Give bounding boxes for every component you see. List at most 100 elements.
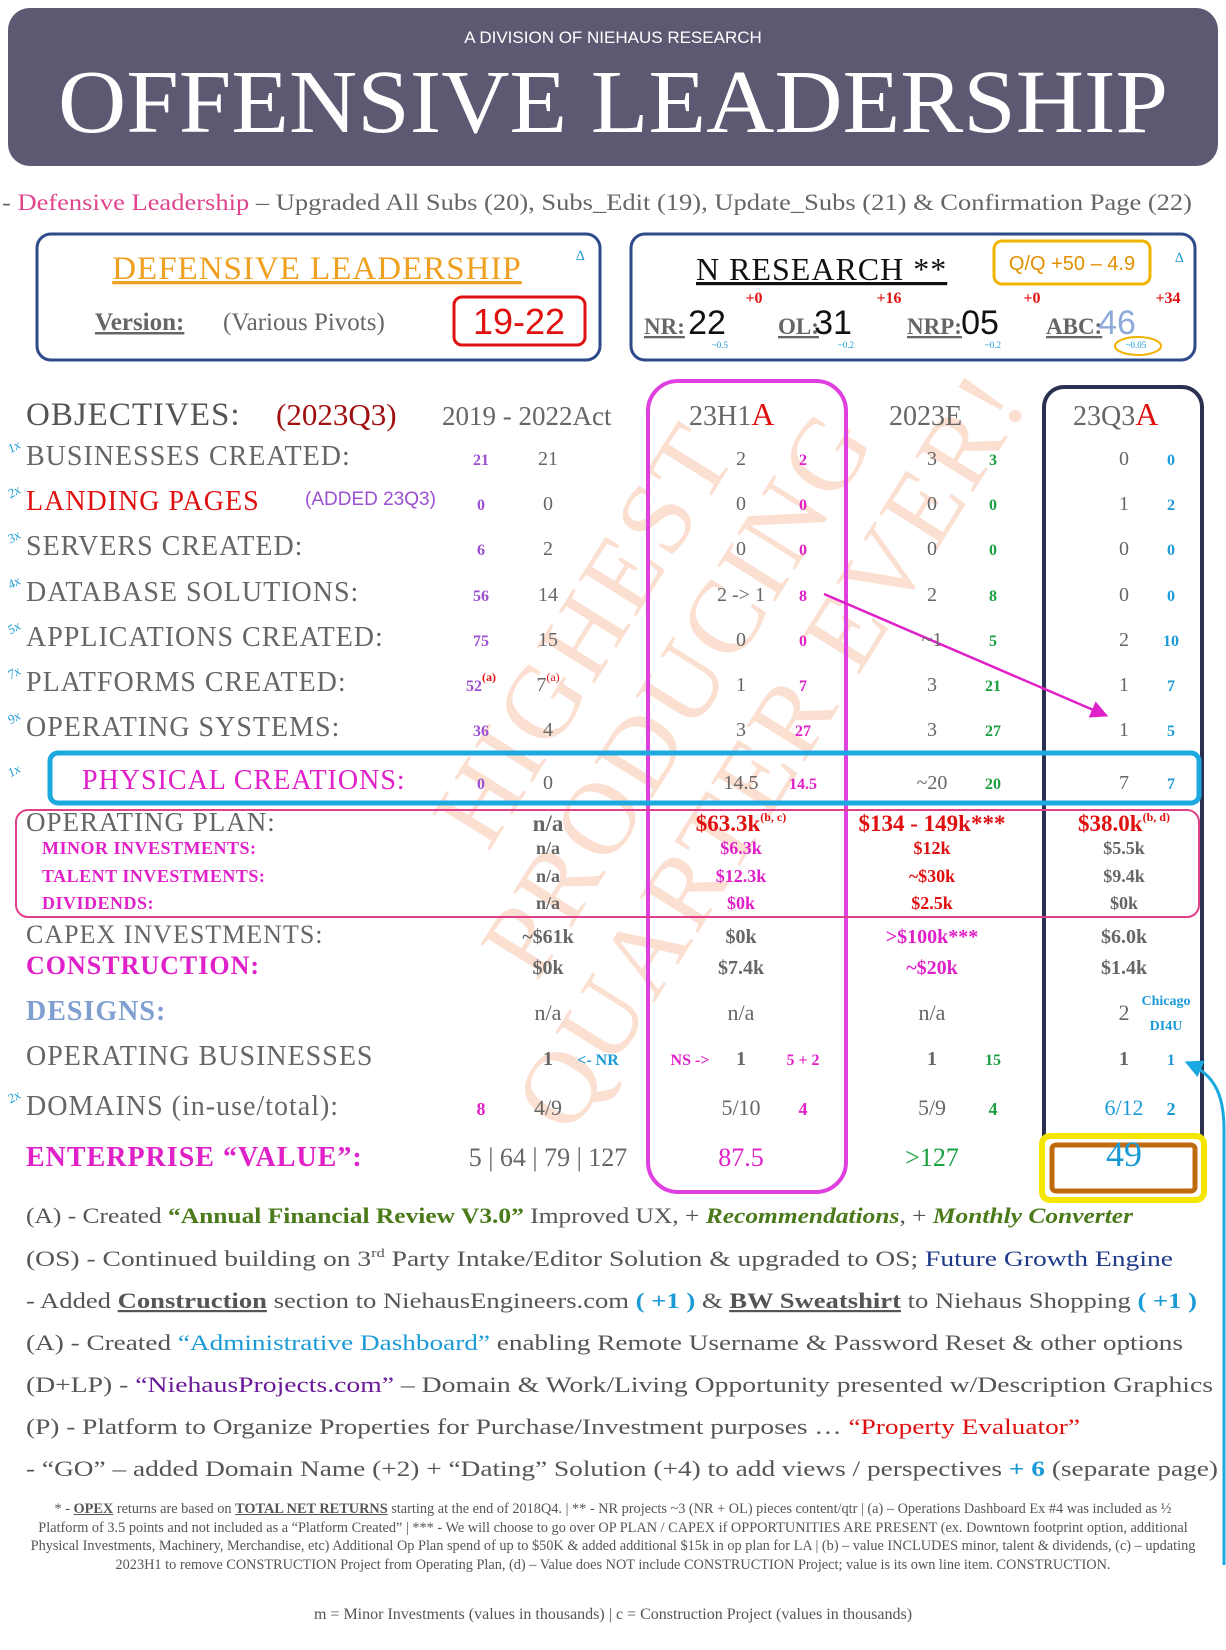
cell-value: ~$20k bbox=[906, 957, 958, 979]
cell-value: 21 bbox=[538, 448, 558, 470]
subtitle-text: – Upgraded All Subs (20), Subs_Edit (19)… bbox=[249, 190, 1192, 215]
metric-sub: ~0.2 bbox=[838, 340, 854, 350]
cell-value: 27 bbox=[795, 723, 811, 740]
research-title: N RESEARCH ** bbox=[696, 251, 947, 287]
cell-text: ~1 bbox=[922, 629, 943, 651]
note-text: “Administrative Dashboard” bbox=[178, 1330, 490, 1355]
cell-text: 10 bbox=[1163, 633, 1179, 650]
cell-text: >127 bbox=[905, 1143, 959, 1172]
cell-text: $9.4k bbox=[1103, 866, 1145, 886]
corner-mark: ∆ bbox=[576, 249, 585, 264]
row-marker: 7x bbox=[5, 663, 23, 682]
cell-text: 14.5 bbox=[789, 776, 817, 793]
cell-value: 6 bbox=[477, 542, 485, 559]
metric-value: 22 bbox=[688, 304, 726, 342]
cell-text: 1 bbox=[736, 1048, 746, 1070]
cell-value: 0 bbox=[543, 772, 553, 794]
metrics: NR: 22 +0 ~0.5 OL:31 +16 ~0.2 NRP: 05 +0 ~0.2 ABC:4… bbox=[644, 290, 1181, 350]
cell-value: $0k bbox=[1110, 893, 1138, 913]
column-flag: A bbox=[1135, 396, 1158, 432]
cell-text: 0 bbox=[1119, 584, 1129, 606]
cell-value: 1 bbox=[1119, 493, 1129, 515]
cell-value: 8 bbox=[799, 588, 807, 605]
row-label: PLATFORMS CREATED: bbox=[26, 667, 347, 698]
metric-value: 46 bbox=[1098, 304, 1136, 342]
plan-frame bbox=[15, 809, 1200, 918]
cell-value: 3 bbox=[736, 719, 746, 741]
cell-value: 0 bbox=[1119, 448, 1129, 470]
cell-value: 21 bbox=[985, 678, 1001, 695]
note-text: , + bbox=[899, 1203, 932, 1228]
cell-value: 14.5 bbox=[789, 776, 817, 793]
cell-text: 0 bbox=[927, 538, 937, 560]
cell-text: 2 bbox=[1119, 629, 1129, 651]
cell-value: 0 bbox=[543, 493, 553, 515]
cell-value: 2 bbox=[799, 452, 807, 469]
cell-value: 1 bbox=[1119, 674, 1129, 696]
cell-value: 36 bbox=[473, 723, 489, 740]
cell-text: n/a bbox=[919, 1000, 946, 1025]
note-text: (OS) - Continued building on 3 bbox=[26, 1246, 371, 1271]
metric-label: NRP: bbox=[907, 314, 962, 339]
metric-delta: +16 bbox=[876, 290, 901, 307]
cell-text: 14 bbox=[538, 584, 558, 606]
note-text: enabling Remote Username & Password Rese… bbox=[490, 1330, 1183, 1355]
cell-text: 0 bbox=[989, 497, 997, 514]
cell-text: $6.3k bbox=[720, 838, 762, 858]
cell-value: 15 bbox=[538, 629, 558, 651]
cell-text: 21 bbox=[985, 678, 1001, 695]
cell-text: 0 bbox=[477, 776, 485, 793]
cell-value: ~1 bbox=[922, 629, 943, 651]
cell-text: 1 bbox=[736, 674, 746, 696]
note-text: Monthly Converter bbox=[932, 1203, 1134, 1228]
cell-text: 1 bbox=[1119, 1048, 1129, 1070]
notes: (A) - Created “Annual Financial Review V… bbox=[26, 1203, 1218, 1481]
cell-sup: (a) bbox=[546, 670, 559, 684]
defensive-title: DEFENSIVE LEADERSHIP bbox=[112, 251, 522, 287]
row-marker: 1x bbox=[5, 437, 23, 456]
cell-text: 36 bbox=[473, 723, 489, 740]
cell-value: 7 bbox=[1167, 678, 1175, 695]
cell-text: 2 bbox=[736, 448, 746, 470]
cell-text: NS -> bbox=[671, 1052, 710, 1069]
note-line: (D+LP) - “NiehausProjects.com” – Domain … bbox=[26, 1372, 1213, 1397]
note-text: ( +1 ) bbox=[1137, 1288, 1197, 1313]
cell-value: 0 bbox=[1167, 542, 1175, 559]
cell-value: 21 bbox=[473, 452, 489, 469]
division: A DIVISION OF NIEHAUS RESEARCH bbox=[464, 28, 762, 47]
row-label: LANDING PAGES bbox=[26, 486, 260, 517]
note-text: Construction bbox=[118, 1288, 267, 1313]
cell-text: n/a bbox=[533, 811, 564, 836]
note-text: ( +1 ) bbox=[636, 1288, 696, 1313]
footnote-text: starting at the end of 2018Q4. | ** - NR… bbox=[30, 1501, 1196, 1573]
cell-text: 2 bbox=[1167, 1099, 1176, 1119]
cell-value: 5 | 64 | 79 | 127 bbox=[469, 1143, 628, 1172]
row-label: CAPEX INVESTMENTS: bbox=[26, 920, 324, 949]
row-label: DATABASE SOLUTIONS: bbox=[26, 577, 359, 608]
cell-value: 0 bbox=[1119, 538, 1129, 560]
cell-value: 0 bbox=[927, 538, 937, 560]
cell-value: n/a bbox=[536, 866, 560, 886]
table-header: OBJECTIVES: (2023Q3) 2019 - 2022Act 23H1… bbox=[26, 396, 1158, 433]
cell-text: 87.5 bbox=[718, 1143, 764, 1172]
cell-text: 1 bbox=[1167, 1052, 1175, 1069]
note-text: - Added bbox=[26, 1288, 118, 1313]
cell-value: 56 bbox=[473, 588, 489, 605]
metric-label: OL: bbox=[778, 314, 819, 339]
cell-text: 7 bbox=[1167, 776, 1175, 793]
cell-text: 2 bbox=[543, 538, 553, 560]
cell-text: 14.5 bbox=[724, 772, 759, 794]
cell-value: 1 bbox=[927, 1048, 937, 1070]
cell-text: 3 bbox=[736, 719, 746, 741]
row-label: ENTERPRISE “VALUE”: bbox=[26, 1142, 363, 1173]
note-text: to Niehaus Shopping bbox=[901, 1288, 1138, 1313]
cell-text: >$100k*** bbox=[886, 926, 979, 948]
cell-value: n/a bbox=[728, 1000, 755, 1025]
row-label: TALENT INVESTMENTS: bbox=[42, 866, 265, 886]
cell-value: ~$61k bbox=[522, 926, 574, 948]
table-rows: 1x BUSINESSES CREATED: 21 21 2 2 3 3 0 02x LANDING… bbox=[4, 437, 1191, 1174]
cell-value: 5 bbox=[1167, 723, 1175, 740]
value-frame bbox=[1039, 1133, 1207, 1203]
cell-text: 4 bbox=[989, 1099, 998, 1119]
